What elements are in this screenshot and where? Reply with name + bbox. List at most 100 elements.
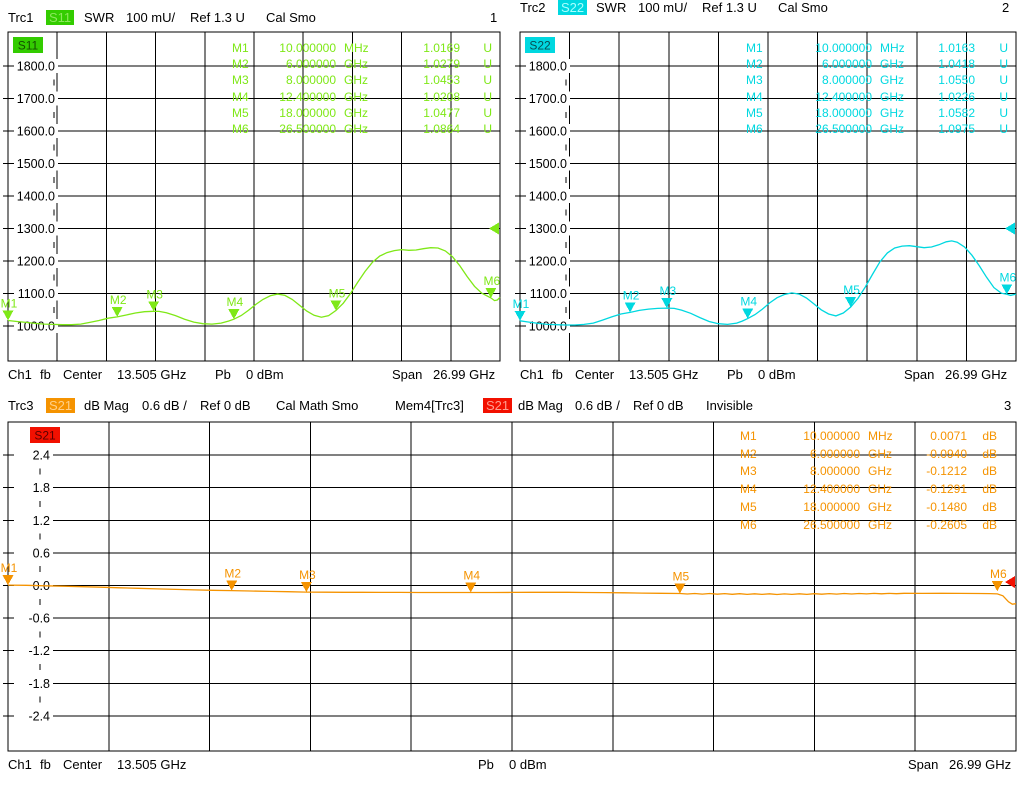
marker-name: M4 (740, 482, 757, 497)
power-value[interactable]: 0 dBm (758, 367, 796, 382)
ref-level-arrow[interactable] (1005, 222, 1015, 235)
marker-label-m5: M5 (843, 283, 860, 297)
ref-level-label[interactable]: Ref 0 dB (200, 398, 251, 413)
tick-label-bg (14, 91, 58, 106)
marker-name: M3 (746, 73, 763, 88)
marker-m3[interactable] (148, 301, 160, 312)
tick-label-bg (14, 708, 53, 723)
trace-name-box[interactable] (30, 427, 60, 443)
center-value[interactable]: 13.505 GHz (117, 757, 187, 772)
marker-m2[interactable] (226, 580, 238, 591)
marker-name: M5 (740, 500, 757, 515)
memory-ref-label[interactable]: Ref 0 dB (633, 398, 684, 413)
ref-level-arrow[interactable] (1005, 576, 1015, 589)
trace-name-box-label: S22 (529, 39, 551, 53)
marker-label-m1: M1 (513, 297, 530, 311)
marker-m6[interactable] (991, 581, 1003, 592)
marker-m5[interactable] (330, 300, 342, 311)
y-tick-label: -1.2 (28, 644, 50, 658)
trace-name-box[interactable] (525, 37, 555, 53)
power-label[interactable]: Pb (215, 367, 231, 382)
marker-value-unit: dB (982, 482, 997, 497)
marker-m2[interactable] (624, 302, 636, 313)
center-value[interactable]: 13.505 GHz (117, 367, 187, 382)
y-tick-label: 1000.0 (529, 320, 567, 334)
marker-m3[interactable] (661, 298, 673, 309)
marker-row-m5: M5 18.000000 GHz -0.1480 dB (740, 498, 997, 516)
memory-scale-label[interactable]: 0.6 dB / (575, 398, 620, 413)
marker-m5[interactable] (845, 297, 857, 308)
trace-name-label[interactable]: Trc3 (8, 398, 34, 413)
marker-frequency: 26.500000 (815, 122, 872, 137)
marker-frequency-unit: MHz (880, 41, 905, 56)
span-value[interactable]: 26.99 GHz (949, 757, 1012, 772)
ref-level-label[interactable]: Ref 1.3 U (190, 10, 245, 25)
marker-row-m5: M5 18.000000 GHz 1.0477 U (232, 105, 492, 121)
power-label[interactable]: Pb (727, 367, 743, 382)
trace-s11 (7, 247, 501, 326)
s-parameter-chip[interactable]: S22 (558, 0, 588, 15)
marker-m4[interactable] (228, 309, 240, 320)
marker-m4[interactable] (465, 582, 477, 593)
center-value[interactable]: 13.505 GHz (629, 367, 699, 382)
y-tick-label: 1800.0 (529, 60, 567, 74)
marker-frequency: 8.000000 (809, 464, 860, 479)
marker-value: -0.1212 (926, 464, 967, 479)
format-label[interactable]: SWR (596, 0, 627, 15)
s-parameter-chip[interactable]: S21 (46, 398, 76, 413)
memory-trace-label[interactable]: Mem4[Trc3] (395, 398, 464, 413)
marker-frequency: 10.000000 (803, 428, 860, 443)
trace-name-label[interactable]: Trc2 (520, 0, 546, 15)
marker-m2[interactable] (111, 306, 123, 317)
marker-m6[interactable] (1001, 284, 1013, 295)
marker-name: M4 (232, 89, 249, 104)
marker-m1[interactable] (2, 575, 14, 586)
power-value[interactable]: 0 dBm (246, 367, 284, 382)
marker-frequency-unit: MHz (344, 41, 369, 56)
ref-level-arrow[interactable] (489, 222, 499, 235)
tick-label-bg (526, 319, 570, 333)
span-value[interactable]: 26.99 GHz (945, 367, 1008, 382)
trace-s22 (519, 240, 1017, 326)
center-label[interactable]: Center (63, 757, 103, 772)
memory-s-parameter-chip[interactable]: S21 (483, 398, 513, 413)
format-label[interactable]: SWR (84, 10, 115, 25)
span-label[interactable]: Span (392, 367, 423, 382)
marker-value: 1.0208 (423, 89, 460, 104)
power-label[interactable]: Pb (478, 757, 494, 772)
memory-format-label[interactable]: dB Mag (518, 398, 563, 413)
ref-level-label[interactable]: Ref 1.3 U (702, 0, 757, 15)
power-value[interactable]: 0 dBm (509, 757, 547, 772)
marker-m3[interactable] (300, 582, 312, 593)
marker-label-m2: M2 (623, 288, 640, 302)
center-label[interactable]: Center (63, 367, 103, 382)
marker-value-unit: U (483, 57, 492, 72)
scale-label[interactable]: 100 mU/ (638, 0, 688, 15)
format-label[interactable]: dB Mag (84, 398, 129, 413)
marker-label-m1: M1 (1, 296, 18, 310)
marker-m4[interactable] (742, 308, 754, 319)
scale-label[interactable]: 100 mU/ (126, 10, 176, 25)
s-parameter-chip[interactable]: S11 (46, 10, 75, 25)
marker-m5[interactable] (674, 583, 686, 594)
marker-value: 1.0163 (938, 41, 975, 56)
marker-value-unit: U (483, 41, 492, 56)
sweep-mode-label: fb (40, 757, 51, 772)
marker-value-unit: dB (982, 517, 997, 532)
marker-frequency: 12.400000 (815, 89, 872, 104)
span-label[interactable]: Span (908, 757, 939, 772)
marker-frequency: 12.400000 (279, 89, 336, 104)
trace-name-box[interactable] (13, 37, 43, 53)
marker-m6[interactable] (485, 287, 497, 298)
span-value[interactable]: 26.99 GHz (433, 367, 496, 382)
trace-name-label[interactable]: Trc1 (8, 10, 34, 25)
marker-m1[interactable] (2, 310, 14, 321)
marker-m1[interactable] (514, 310, 526, 321)
marker-value: -0.1291 (926, 482, 967, 497)
marker-frequency-unit: MHz (868, 428, 893, 443)
center-label[interactable]: Center (575, 367, 615, 382)
span-label[interactable]: Span (904, 367, 935, 382)
tick-label-bg (526, 59, 570, 73)
scale-label[interactable]: 0.6 dB / (142, 398, 187, 413)
